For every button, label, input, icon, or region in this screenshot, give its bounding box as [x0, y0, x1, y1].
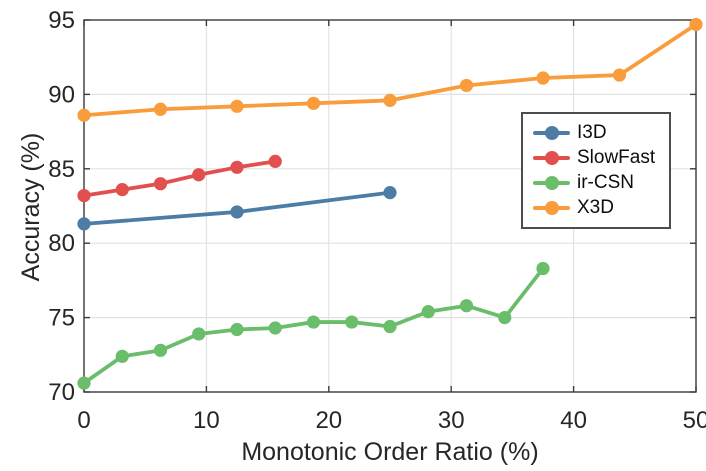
series-marker-ir-csn: [459, 299, 474, 313]
y-tick-label: 70: [48, 379, 75, 406]
legend-line-marker-swatch: [533, 151, 570, 165]
y-axis-label: Accuracy (%): [17, 132, 45, 282]
x-tick-label: 30: [438, 407, 465, 434]
legend-line-marker-swatch: [533, 176, 570, 190]
legend-marker-dot: [544, 126, 559, 140]
series-marker-i3d: [230, 205, 244, 219]
legend-marker-dot: [544, 201, 559, 215]
x-tick-label: 40: [560, 407, 587, 434]
series-marker-ir-csn: [306, 315, 321, 329]
series-marker-x3d: [153, 102, 168, 116]
series-marker-slowfast: [77, 188, 91, 203]
y-tick-label: 80: [48, 230, 75, 257]
series-marker-slowfast: [230, 160, 244, 174]
legend-entry-i3d: I3D: [533, 122, 665, 143]
legend-label: ir-CSN: [577, 172, 634, 193]
y-tick-label: 85: [48, 156, 75, 183]
series-marker-ir-csn: [153, 343, 168, 357]
series-marker-slowfast: [268, 154, 282, 168]
series-marker-slowfast: [153, 177, 168, 191]
series-marker-x3d: [383, 93, 397, 107]
series-marker-x3d: [612, 68, 627, 82]
series-marker-ir-csn: [345, 315, 359, 329]
legend-line-marker-swatch: [533, 201, 570, 215]
legend-marker-dot: [544, 176, 559, 190]
series-marker-x3d: [536, 71, 550, 85]
series-marker-i3d: [383, 186, 397, 200]
series-marker-ir-csn: [268, 321, 282, 335]
y-tick-label: 75: [48, 305, 75, 332]
series-line-slowfast: [82, 159, 278, 198]
series-marker-slowfast: [192, 168, 206, 182]
legend-entry-slowfast: SlowFast: [533, 147, 665, 168]
x-axis-label: Monotonic Order Ratio (%): [241, 438, 539, 466]
axis-box: [83, 19, 697, 393]
series-marker-ir-csn: [230, 322, 244, 337]
series-marker-x3d: [77, 108, 91, 122]
series-marker-ir-csn: [383, 319, 397, 334]
legend-entry-ir-csn: ir-CSN: [533, 172, 665, 193]
series-marker-ir-csn: [498, 311, 512, 325]
series-marker-ir-csn: [192, 327, 206, 341]
series-marker-x3d: [459, 78, 474, 93]
series-marker-slowfast: [115, 183, 129, 197]
series-marker-ir-csn: [115, 349, 129, 363]
legend-label: I3D: [577, 122, 607, 143]
series-marker-i3d: [77, 217, 91, 231]
legend-entry-x3d: X3D: [533, 197, 665, 218]
legend-line-marker-swatch: [533, 126, 570, 140]
series-marker-x3d: [306, 96, 321, 110]
y-tick-label: 90: [48, 81, 75, 108]
x-tick-label: 0: [77, 407, 90, 434]
x-tick-label: 50: [683, 407, 706, 434]
series-marker-ir-csn: [77, 376, 91, 390]
series-marker-x3d: [230, 99, 244, 113]
legend-label: X3D: [577, 197, 614, 218]
series-marker-x3d: [689, 17, 703, 32]
legend-marker-dot: [544, 151, 559, 165]
x-tick-label: 10: [193, 407, 220, 434]
y-tick-label: 95: [48, 7, 75, 34]
series-marker-ir-csn: [536, 261, 550, 276]
legend: I3D SlowFast ir-CSN X3D: [521, 112, 671, 229]
legend-label: SlowFast: [577, 147, 656, 168]
x-tick-label: 20: [315, 407, 342, 434]
series-marker-ir-csn: [421, 305, 435, 319]
